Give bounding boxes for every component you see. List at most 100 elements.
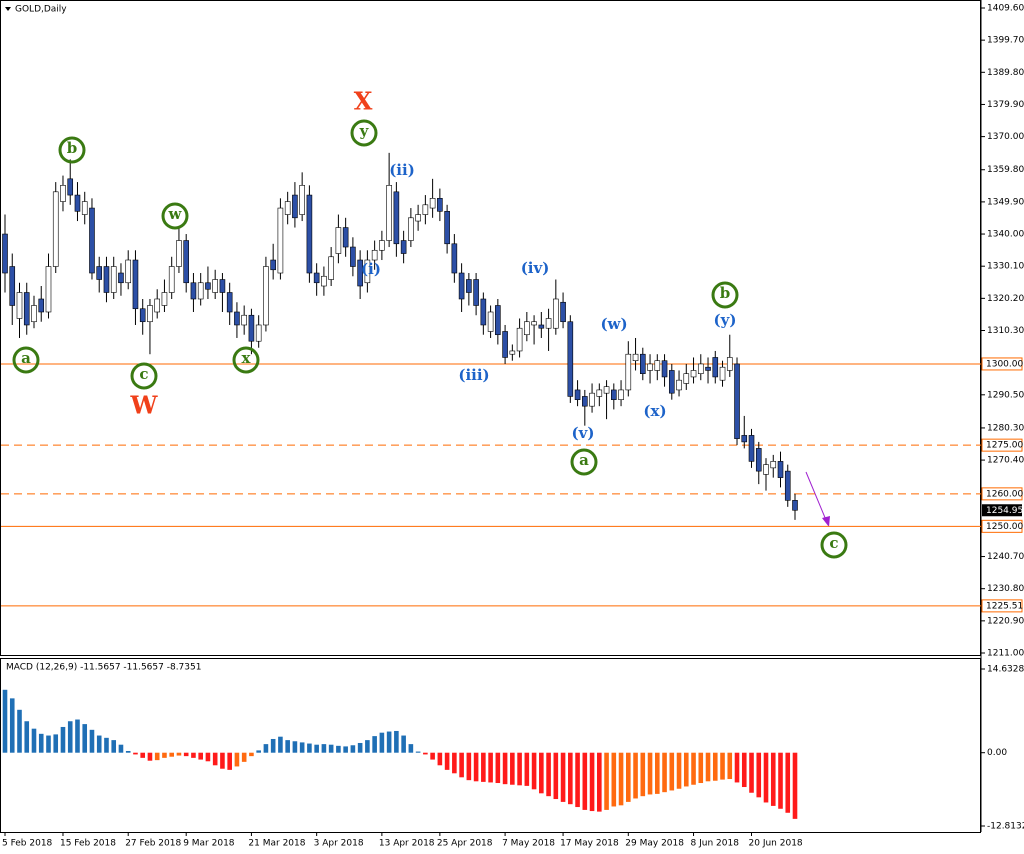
candle-body	[792, 500, 798, 511]
candle-body	[466, 279, 472, 293]
x-tick-label: 29 May 2018	[625, 839, 684, 849]
wave-circle	[58, 136, 86, 164]
candle-body	[270, 259, 276, 271]
candle-body	[364, 259, 371, 284]
macd-bar	[241, 752, 247, 762]
candle-body	[676, 379, 682, 391]
candle-body	[328, 256, 334, 280]
y-tick-label: 1409.60	[987, 4, 1024, 14]
candle-body	[705, 366, 711, 371]
candle-body	[371, 249, 378, 261]
candle-body	[284, 201, 291, 215]
candle-body	[313, 272, 320, 284]
candle-body	[495, 305, 501, 336]
last-price-label: 1254.95	[986, 506, 1023, 516]
candle-body	[110, 266, 117, 293]
candle-body	[451, 243, 458, 274]
x-tick-label: 27 Feb 2018	[125, 839, 181, 849]
level-tag	[981, 357, 1023, 371]
y-tick-label: 1379.90	[987, 100, 1024, 110]
macd-bar	[140, 752, 146, 758]
forecast-arrowhead	[822, 516, 830, 527]
macd-bar	[792, 752, 798, 819]
x-tick-label: 20 Jun 2018	[749, 839, 803, 849]
macd-bar	[741, 752, 747, 788]
candle-body	[545, 318, 552, 329]
macd-bar	[212, 752, 218, 766]
macd-bar	[546, 752, 551, 797]
wave-label: a	[21, 349, 31, 367]
candle-body	[292, 194, 298, 219]
macd-bar	[104, 737, 109, 753]
y-tick-label: 1310.30	[987, 326, 1024, 336]
macd-bar	[683, 752, 689, 787]
macd-bar	[785, 752, 791, 813]
macd-bar	[31, 728, 37, 753]
candle-body	[712, 357, 719, 378]
menu-arrow	[5, 7, 11, 11]
macd-bar	[437, 752, 443, 766]
wave-circle	[161, 202, 189, 230]
candle-body	[567, 321, 574, 397]
candle-body	[487, 311, 494, 332]
candle-body	[386, 185, 392, 241]
macd-bar	[307, 743, 312, 753]
candle-body	[161, 292, 168, 306]
candle-body	[350, 246, 356, 267]
macd-bar	[82, 724, 88, 753]
candle-body	[168, 266, 175, 293]
macd-bar	[17, 709, 22, 753]
y-tick-label: 1270.40	[987, 456, 1024, 466]
macd-bar	[191, 752, 196, 758]
candle-body	[618, 389, 624, 400]
macd-bar	[473, 752, 479, 782]
macd-bar	[502, 752, 508, 785]
candle-body	[589, 392, 595, 407]
candle-body	[263, 266, 269, 326]
candle-body	[74, 194, 81, 212]
level-label: 1225.51	[986, 601, 1023, 611]
wave-circle	[570, 448, 598, 476]
macd-bar	[220, 752, 225, 769]
macd-bar	[589, 752, 595, 812]
macd-bar	[46, 735, 51, 753]
candle-body	[255, 324, 262, 342]
candle-body	[16, 292, 23, 319]
candle-body	[132, 259, 139, 310]
macd-bar	[444, 752, 450, 770]
y-tick-label: 1240.70	[987, 552, 1024, 562]
candle-body	[538, 324, 545, 329]
macd-bar	[379, 732, 385, 753]
wave-label: c	[829, 534, 838, 552]
macd-bar	[770, 752, 776, 806]
x-tick-label: 21 Mar 2018	[248, 839, 305, 849]
chart-title: GOLD,Daily	[15, 5, 67, 15]
macd-tick-label: 14.6328	[987, 665, 1024, 675]
macd-bar	[336, 745, 341, 753]
y-tick-label: 1370.00	[987, 132, 1024, 142]
wave-label: w	[168, 205, 183, 223]
candle-body	[357, 259, 363, 287]
macd-bar	[38, 733, 44, 753]
macd-bar	[712, 752, 718, 781]
macd-bar	[691, 752, 696, 785]
wave-label: (i)	[361, 260, 381, 278]
candle-body	[89, 207, 95, 274]
macd-bar	[727, 752, 733, 780]
macd-bar	[524, 752, 530, 786]
x-tick-label: 3 Apr 2018	[314, 839, 364, 849]
macd-bar	[705, 752, 711, 782]
wave-label: x	[242, 349, 252, 367]
level-tag	[981, 487, 1023, 501]
macd-bar	[9, 698, 15, 753]
candle-body	[306, 194, 313, 274]
candle-body	[139, 308, 146, 323]
candle-body	[755, 448, 762, 472]
candle-body	[176, 240, 182, 267]
y-tick-label: 1220.90	[987, 616, 1024, 626]
candle-body	[582, 396, 588, 407]
wave-circle	[711, 281, 739, 309]
macd-bar	[169, 752, 174, 757]
level-label: 1300.00	[986, 359, 1023, 369]
macd-bar	[227, 752, 232, 770]
